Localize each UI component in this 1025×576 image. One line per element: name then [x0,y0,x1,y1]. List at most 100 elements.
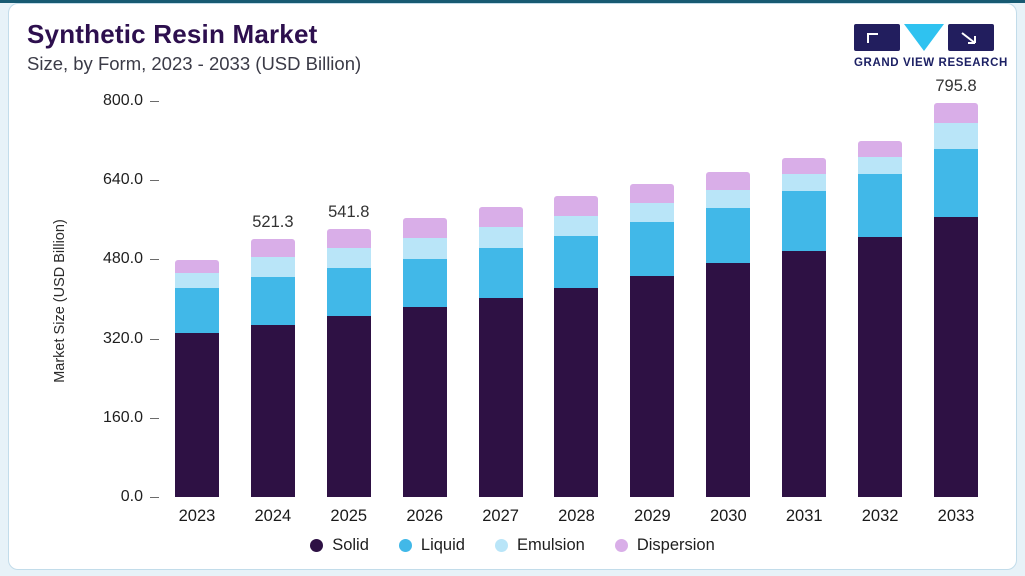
top-accent-line [0,0,1025,3]
bar-slot-2023: 2023 [159,101,235,525]
logo-text: GRAND VIEW RESEARCH [854,57,1008,69]
bar-segment-emulsion-2031 [782,173,827,191]
bar-segment-solid-2026 [402,307,447,497]
stacked-bar-2030 [706,172,751,497]
x-tick-label-2024: 2024 [254,507,292,525]
bar-segment-liquid-2029 [630,222,675,276]
plot-area: 0.0 160.0 320.0 480.0 640.0 800.0 2023 521.3 20… [103,77,994,525]
bar-segment-emulsion-2026 [402,238,447,259]
bar-segment-liquid-2025 [326,268,371,316]
bar-segment-dispersion-2023 [174,260,219,274]
bar-segment-liquid-2026 [402,258,447,308]
legend-item-dispersion: Dispersion [614,536,715,555]
bar-segment-dispersion-2031 [782,158,827,174]
y-tick-mark [150,497,159,498]
bar-segment-solid-2027 [478,297,523,497]
y-axis-title: Market Size (USD Billion) [52,219,68,383]
stacked-bar-2031 [782,158,827,497]
bar-segment-solid-2024 [250,325,295,497]
bar-segment-liquid-2033 [934,149,979,218]
bar-segment-emulsion-2033 [934,123,979,150]
logo-square-left-icon [854,24,900,51]
bar-segment-emulsion-2028 [554,215,599,237]
bar-slot-2028: 2028 [539,101,615,525]
bar-segment-liquid-2028 [554,236,599,288]
x-tick-label-2029: 2029 [634,507,671,525]
legend-label-emulsion: Emulsion [516,536,585,554]
bar-segment-liquid-2030 [706,207,751,264]
bar-value-label-2025: 541.8 [328,202,370,221]
bar-segment-dispersion-2032 [858,140,903,157]
x-tick-label-2031: 2031 [785,507,823,525]
bar-segment-liquid-2023 [174,287,219,334]
bars-container: 2023 521.3 2024 541.8 2025 2026 2027 2028 2029 20… [159,77,994,525]
bar-value-label-2024: 521.3 [252,212,294,231]
bar-segment-emulsion-2027 [478,227,523,249]
y-tick-label: 0.0 [120,488,143,505]
stacked-bar-2024 [250,239,295,497]
bar-segment-solid-2028 [554,287,599,497]
stacked-bar-2023 [174,260,219,497]
bar-segment-solid-2023 [174,333,219,497]
bar-segment-emulsion-2032 [858,156,903,175]
legend-label-dispersion: Dispersion [636,536,715,554]
bar-segment-emulsion-2029 [630,203,675,223]
bar-segment-emulsion-2025 [326,247,371,269]
x-tick-label-2033: 2033 [937,507,975,525]
bar-slot-2026: 2026 [387,101,463,525]
legend-item-emulsion: Emulsion [494,536,585,555]
bar-slot-2029: 2029 [614,101,690,525]
bar-segment-solid-2031 [782,251,827,497]
y-tick-mark [150,101,159,102]
bar-slot-2032: 2032 [842,101,918,525]
chart-legend: Solid Liquid Emulsion Dispersion [9,536,1016,555]
bar-segment-solid-2029 [630,275,675,497]
stacked-bar-2025 [326,228,371,497]
stacked-bar-2026 [402,218,447,497]
x-tick-label-2032: 2032 [861,507,899,525]
y-tick-label: 480.0 [102,250,143,268]
y-tick-mark [150,259,159,261]
x-tick-label-2025: 2025 [330,507,368,525]
bar-slot-2025: 541.8 2025 [311,101,387,525]
legend-dot-emulsion [494,539,508,552]
y-tick-mark [150,338,159,340]
bar-segment-solid-2033 [934,217,979,497]
bar-segment-solid-2030 [706,263,751,497]
bar-segment-dispersion-2028 [554,196,599,216]
bar-segment-dispersion-2025 [326,228,371,248]
legend-dot-liquid [398,539,412,552]
bar-segment-liquid-2024 [250,276,295,326]
x-tick-label-2030: 2030 [709,507,747,525]
legend-dot-dispersion [614,539,628,552]
stacked-bar-2027 [478,206,523,497]
logo-triangle-icon [904,24,944,51]
legend-label-liquid: Liquid [420,536,465,554]
bar-segment-dispersion-2029 [630,184,675,203]
y-tick-label: 320.0 [102,329,143,347]
legend-item-solid: Solid [310,536,369,555]
stacked-bar-2028 [554,196,599,497]
logo-shapes [854,24,996,51]
x-tick-label-2023: 2023 [178,507,216,525]
bar-slot-2024: 521.3 2024 [235,101,311,525]
chart-card: Synthetic Resin Market Size, by Form, 20… [8,3,1017,570]
bar-segment-emulsion-2023 [174,273,219,288]
bar-segment-dispersion-2030 [706,172,751,190]
bar-segment-liquid-2027 [478,248,523,298]
bar-slot-2031: 2031 [766,101,842,525]
x-tick-label-2028: 2028 [558,507,595,525]
bar-segment-emulsion-2024 [250,256,295,277]
legend-dot-solid [310,539,324,552]
y-tick-label: 160.0 [102,408,143,426]
x-tick-label-2027: 2027 [482,507,519,525]
stacked-bar-2029 [630,184,675,497]
y-tick-label: 800.0 [102,92,143,109]
bar-segment-dispersion-2024 [250,239,295,257]
stacked-bar-2033 [934,103,979,497]
y-tick-mark [150,417,159,419]
bar-segment-solid-2032 [858,237,903,497]
bar-segment-emulsion-2030 [706,189,751,208]
page-subtitle: Size, by Form, 2023 - 2033 (USD Billion) [27,53,362,74]
bar-segment-liquid-2031 [782,190,827,251]
